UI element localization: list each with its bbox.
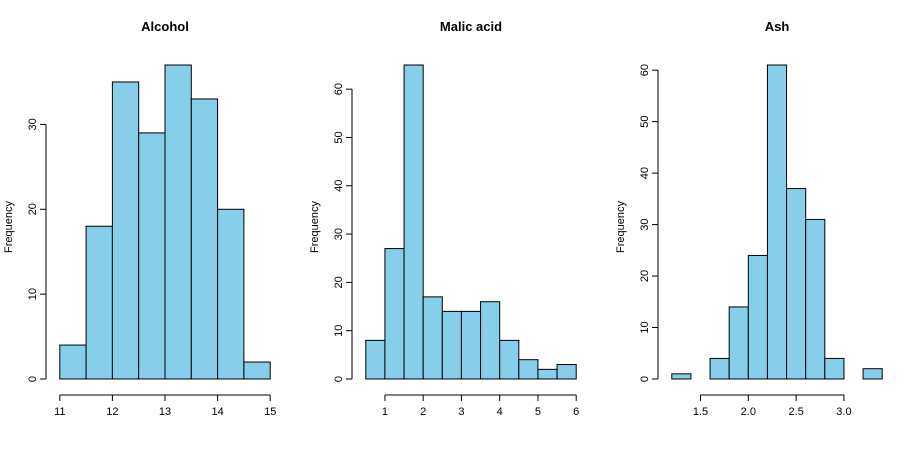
- y-tick-label: 40: [639, 167, 651, 179]
- bar: [365, 339, 386, 380]
- bar: [85, 225, 113, 380]
- y-tick-label: 10: [27, 288, 39, 300]
- bar: [728, 306, 749, 380]
- chart-title: Ash: [765, 19, 790, 34]
- x-tick-label: 1: [382, 406, 388, 418]
- y-tick-label: 0: [639, 376, 651, 382]
- bar: [824, 357, 845, 380]
- bar: [862, 368, 883, 380]
- y-tick-label: 50: [639, 115, 651, 127]
- bar: [190, 98, 219, 380]
- y-tick-label: 0: [333, 376, 345, 382]
- bar: [747, 254, 768, 380]
- x-tick-label: 11: [54, 406, 65, 418]
- bar: [556, 364, 577, 380]
- x-tick-label: 15: [264, 406, 276, 418]
- bar: [422, 296, 443, 380]
- bar: [403, 64, 424, 380]
- y-tick-label: 20: [639, 270, 651, 282]
- bar: [805, 218, 826, 380]
- y-axis-label: Frequency: [309, 201, 321, 253]
- y-tick-label: 10: [333, 325, 345, 337]
- bar: [518, 359, 539, 380]
- x-tick-label: 1.5: [693, 406, 708, 418]
- x-tick-label: 13: [159, 406, 171, 418]
- y-axis-label: Frequency: [3, 201, 15, 253]
- y-tick-label: 30: [27, 118, 39, 130]
- x-tick-label: 14: [211, 406, 223, 418]
- bar: [786, 188, 807, 380]
- y-tick-label: 60: [639, 64, 651, 76]
- y-axis-label: Frequency: [615, 201, 627, 253]
- y-tick-label: 20: [333, 276, 345, 288]
- bar: [480, 301, 501, 380]
- bar: [138, 132, 166, 380]
- chart-title: Malic acid: [440, 19, 502, 34]
- bar: [59, 344, 87, 380]
- bar: [111, 81, 140, 380]
- bar: [384, 248, 405, 380]
- bar: [217, 208, 245, 380]
- x-tick-label: 2: [420, 406, 426, 418]
- y-tick-label: 20: [27, 203, 39, 215]
- y-tick-label: 60: [333, 83, 345, 95]
- bar: [499, 339, 520, 380]
- y-tick-label: 30: [333, 228, 345, 240]
- bar: [164, 64, 192, 380]
- x-tick-label: 3: [458, 406, 464, 418]
- x-tick-label: 5: [535, 406, 541, 418]
- bar: [537, 368, 558, 380]
- y-tick-label: 0: [27, 376, 39, 382]
- y-tick-label: 50: [333, 131, 345, 143]
- bar: [766, 64, 788, 380]
- bar: [441, 310, 462, 380]
- x-tick-label: 2.0: [741, 406, 756, 418]
- x-tick-label: 12: [106, 406, 118, 418]
- bar: [243, 361, 271, 380]
- y-tick-label: 10: [639, 321, 651, 333]
- x-tick-label: 4: [497, 406, 503, 418]
- bar: [709, 357, 730, 380]
- bar: [671, 373, 692, 380]
- x-tick-label: 6: [573, 406, 579, 418]
- x-tick-label: 2.5: [788, 406, 803, 418]
- x-tick-label: 3.0: [836, 406, 851, 418]
- y-tick-label: 40: [333, 180, 345, 192]
- chart-title: Alcohol: [141, 19, 189, 34]
- bar: [460, 310, 482, 380]
- y-tick-label: 30: [639, 218, 651, 230]
